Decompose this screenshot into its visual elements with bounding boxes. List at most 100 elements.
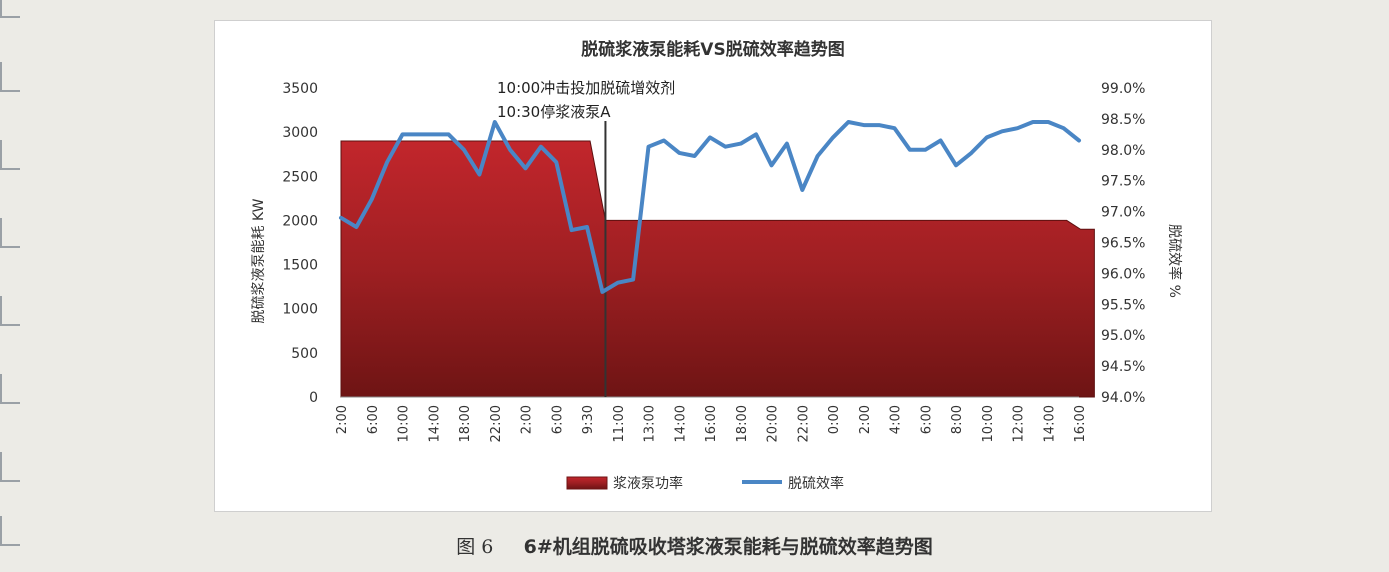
pump-power-area <box>340 140 1095 398</box>
x-tick-label: 8:00 <box>950 405 965 434</box>
annotation-line-2: 10:30停浆液泵A <box>497 103 611 121</box>
x-tick-label: 6:00 <box>550 405 565 434</box>
efficiency-point <box>1031 120 1035 124</box>
y-left-tick-label: 1000 <box>282 302 318 318</box>
x-tick-label: 10:00 <box>397 405 412 442</box>
x-tick-label: 20:00 <box>766 405 781 442</box>
efficiency-point <box>477 173 481 177</box>
efficiency-point <box>339 216 343 220</box>
x-tick-label: 22:00 <box>796 405 811 442</box>
efficiency-point <box>846 120 850 124</box>
efficiency-point <box>401 132 404 136</box>
x-tick-label: 2:00 <box>520 405 535 434</box>
x-tick-label: 2:00 <box>335 405 350 434</box>
x-tick-label: 18:00 <box>735 405 750 442</box>
y-left-tick-label: 2000 <box>282 213 318 229</box>
efficiency-point <box>693 154 697 158</box>
efficiency-point <box>816 154 820 158</box>
efficiency-point <box>631 278 635 282</box>
x-tick-label: 18:00 <box>458 405 473 442</box>
x-tick-label: 11:00 <box>612 405 627 442</box>
x-tick-label: 13:00 <box>643 405 658 442</box>
efficiency-point <box>585 225 589 229</box>
y-right-tick-label: 97.5% <box>1101 174 1145 190</box>
efficiency-point <box>1046 120 1050 124</box>
legend-label-pump-power: 浆液泵功率 <box>613 475 683 492</box>
efficiency-point <box>1062 126 1066 130</box>
efficiency-point <box>1016 126 1019 130</box>
x-tick-label: 16:00 <box>704 405 719 442</box>
margin-bracket <box>0 452 20 482</box>
y-right-tick-label: 97.0% <box>1101 205 1145 221</box>
y-right-tick-label: 98.0% <box>1101 143 1145 159</box>
x-tick-label: 2:00 <box>858 405 873 434</box>
efficiency-point <box>893 126 896 130</box>
y-left-tick-label: 3000 <box>282 125 318 141</box>
margin-bracket <box>0 374 20 404</box>
efficiency-point <box>770 163 773 167</box>
efficiency-point <box>1000 129 1004 133</box>
efficiency-point <box>1077 139 1081 143</box>
efficiency-point <box>616 281 620 285</box>
y-left-tick-label: 0 <box>309 390 318 406</box>
efficiency-point <box>493 120 497 124</box>
efficiency-point <box>939 139 943 143</box>
efficiency-point <box>647 145 650 149</box>
x-tick-label: 14:00 <box>673 405 688 442</box>
y-left-tick-label: 1500 <box>282 258 318 274</box>
y-axis-left-label: 脱硫浆液泵能耗 KW <box>251 198 267 323</box>
x-tick-label: 16:00 <box>1073 405 1088 442</box>
margin-bracket <box>0 516 20 546</box>
y-right-tick-label: 98.5% <box>1101 112 1145 128</box>
x-tick-label: 22:00 <box>489 405 504 442</box>
efficiency-point <box>600 290 604 294</box>
x-tick-label: 0:00 <box>827 405 842 434</box>
y-left-tick-label: 500 <box>291 346 318 362</box>
y-right-tick-label: 94.0% <box>1101 390 1145 406</box>
margin-bracket <box>0 140 20 170</box>
efficiency-point <box>985 135 989 139</box>
efficiency-point <box>754 132 758 136</box>
efficiency-point <box>723 145 727 149</box>
efficiency-point <box>677 151 681 155</box>
legend-swatch-pump-power <box>566 476 608 490</box>
x-tick-label: 14:00 <box>427 405 442 442</box>
margin-bracket <box>0 296 20 326</box>
y-right-tick-label: 95.5% <box>1101 297 1145 313</box>
y-left-tick-label: 3500 <box>282 81 318 97</box>
efficiency-point <box>416 132 420 136</box>
efficiency-point <box>431 132 435 136</box>
y-left-tick-label: 2500 <box>282 169 318 185</box>
annotation-line-1: 10:00冲击投加脱硫增效剂 <box>497 79 675 97</box>
efficiency-point <box>554 160 558 164</box>
efficiency-point <box>462 148 466 152</box>
efficiency-point <box>739 142 743 146</box>
chart-legend: 浆液泵功率 脱硫效率 <box>566 475 844 492</box>
efficiency-point <box>908 148 912 152</box>
x-tick-label: 10:00 <box>981 405 996 442</box>
efficiency-point <box>447 132 451 136</box>
x-tick-label: 14:00 <box>1042 405 1057 442</box>
margin-bracket <box>0 0 20 18</box>
x-tick-label: 9:30 <box>581 405 596 434</box>
efficiency-point <box>708 135 712 139</box>
trend-chart: 脱硫浆液泵能耗VS脱硫效率趋势图 10:00冲击投加脱硫增效剂 10:30停浆液… <box>251 39 1183 492</box>
efficiency-point <box>877 123 881 127</box>
efficiency-point <box>923 148 927 152</box>
efficiency-point <box>862 123 866 127</box>
efficiency-point <box>570 228 574 232</box>
x-tick-label: 6:00 <box>366 405 381 434</box>
figure-caption-text: 6#机组脱硫吸收塔浆液泵能耗与脱硫效率趋势图 <box>523 536 933 558</box>
efficiency-point <box>370 197 374 201</box>
x-tick-label: 4:00 <box>889 405 904 434</box>
figure-label: 图 6 <box>456 536 494 558</box>
efficiency-point <box>508 148 512 152</box>
y-right-tick-label: 96.5% <box>1101 236 1145 252</box>
efficiency-point <box>539 145 543 149</box>
x-tick-label: 6:00 <box>919 405 934 434</box>
chart-frame: 脱硫浆液泵能耗VS脱硫效率趋势图 10:00冲击投加脱硫增效剂 10:30停浆液… <box>214 20 1212 512</box>
chart-title: 脱硫浆液泵能耗VS脱硫效率趋势图 <box>581 39 844 60</box>
efficiency-point <box>800 188 804 192</box>
x-tick-label: 12:00 <box>1012 405 1027 442</box>
y-right-tick-label: 95.0% <box>1101 328 1145 344</box>
